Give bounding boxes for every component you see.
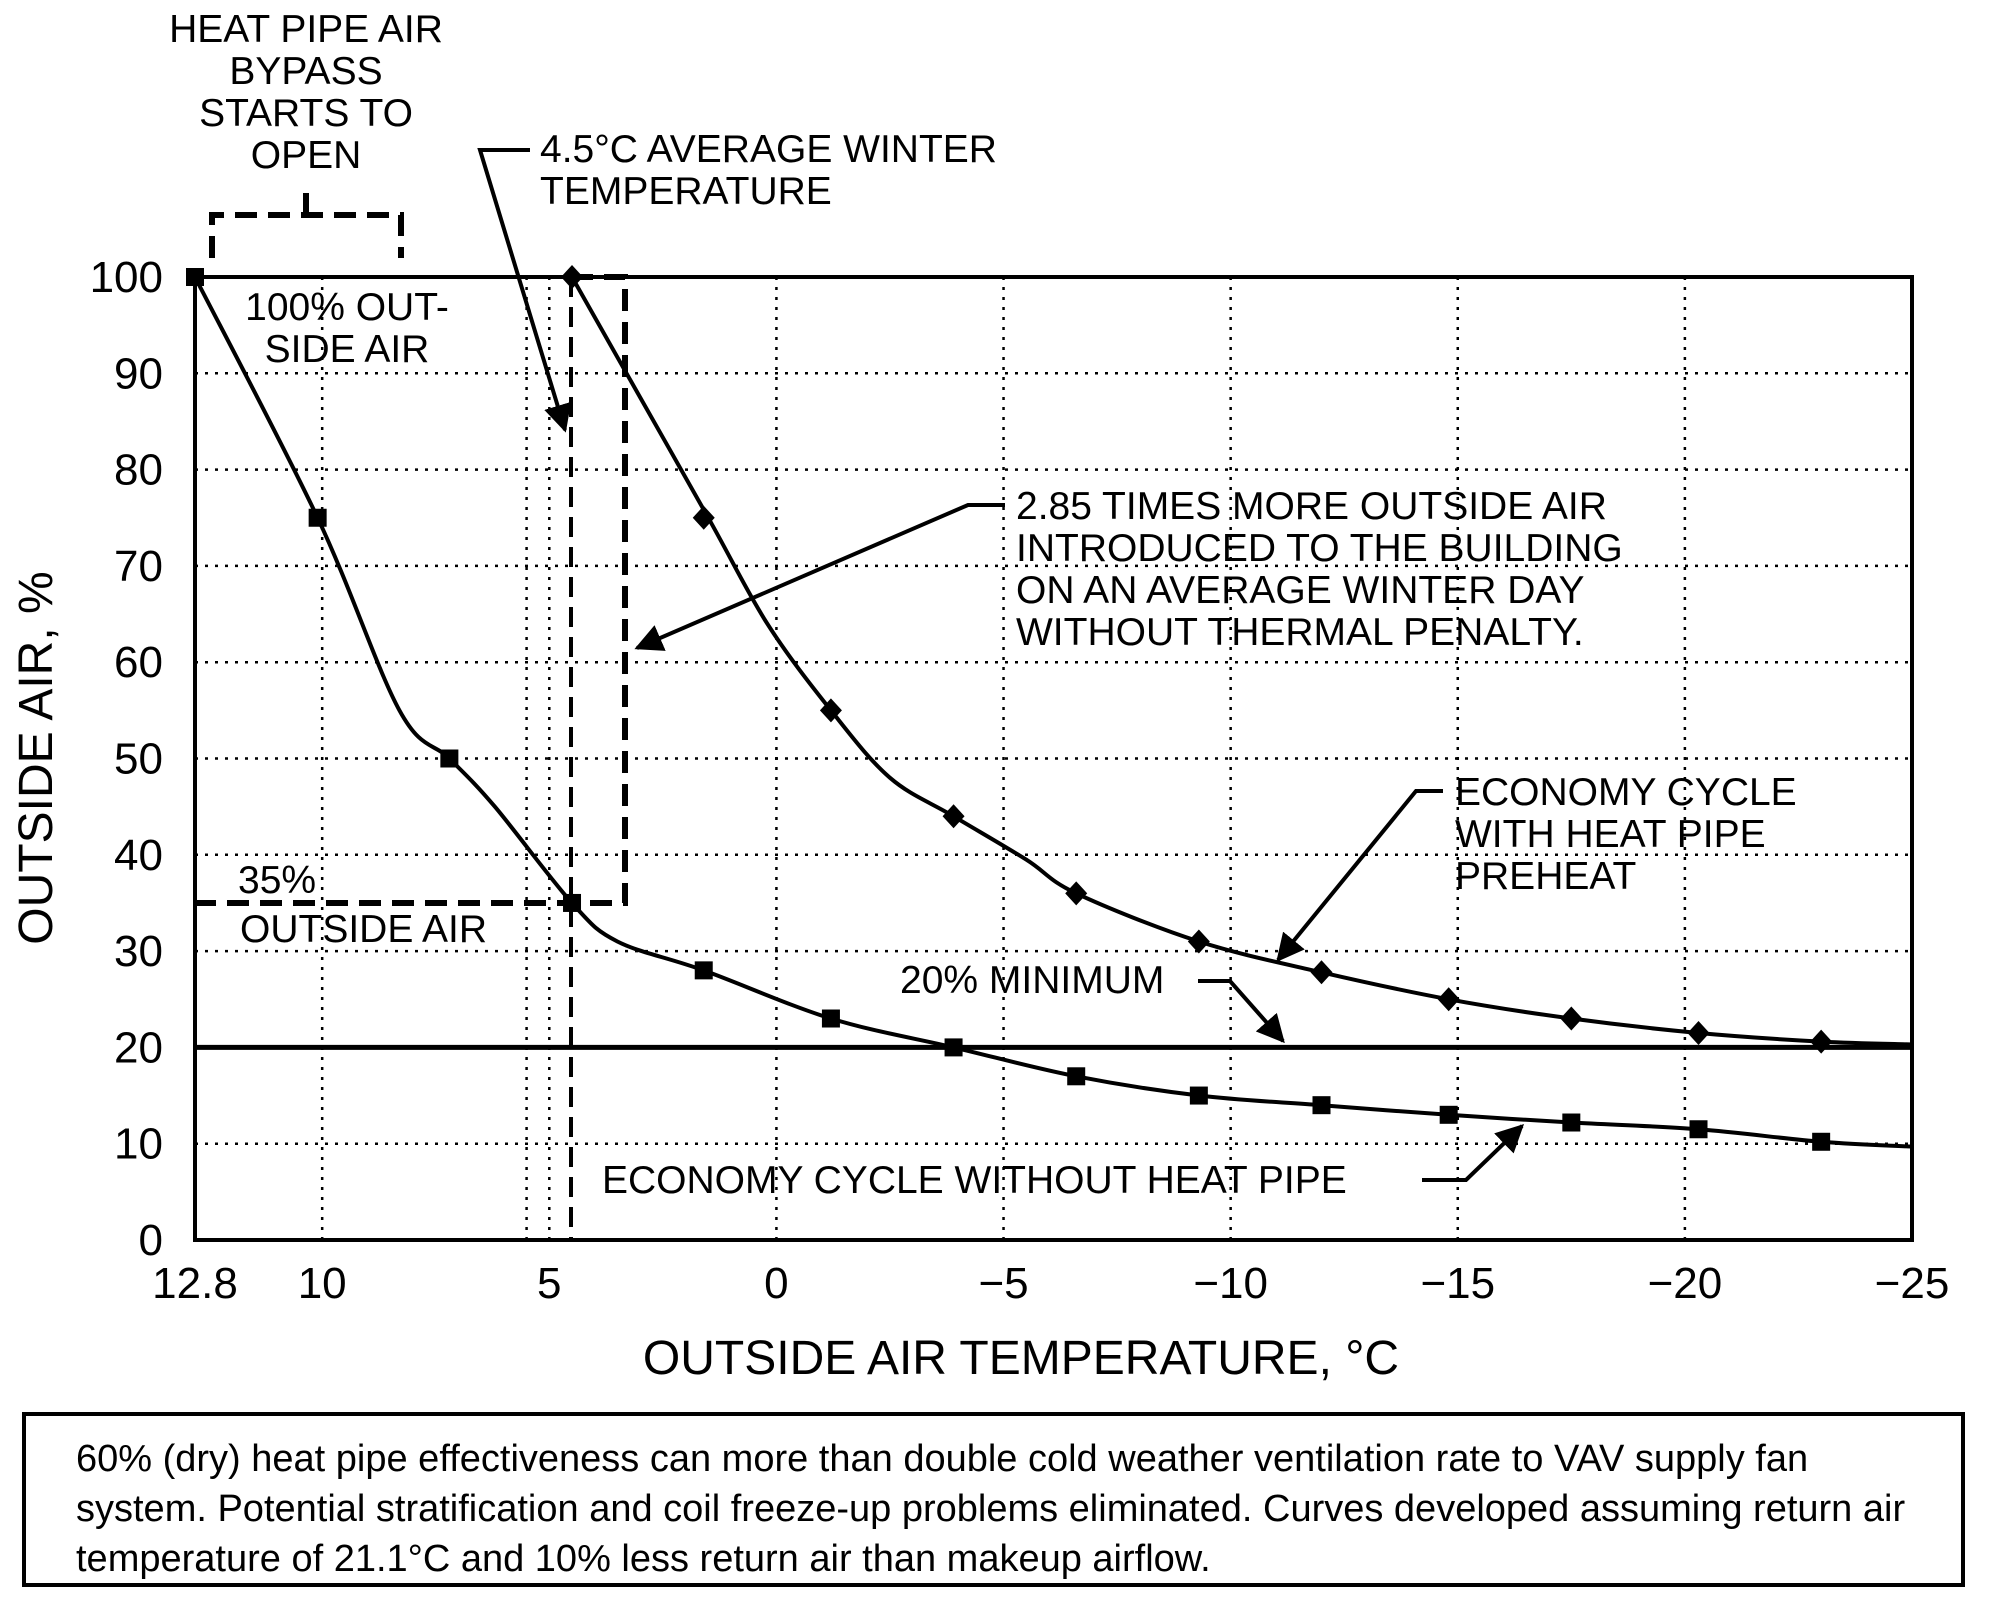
series-lines [193,276,1913,1149]
data-point-economy-cycle-without-heat-pipe [1812,1132,1831,1151]
heat-pipe-region [195,274,628,906]
data-point-economy-cycle-with-heat-pipe-preheat [1187,929,1210,954]
y-tick-label: 50 [114,735,163,784]
annotation-econ-with: ECONOMY CYCLE WITH HEAT PIPE PREHEAT [1455,771,1797,898]
y-tick-label: 70 [114,542,163,591]
svg-text:WITH HEAT PIPE: WITH HEAT PIPE [1455,813,1766,856]
y-tick-label: 90 [114,349,163,398]
data-point-economy-cycle-without-heat-pipe [1562,1113,1581,1132]
svg-text:OPEN: OPEN [251,134,362,177]
data-point-economy-cycle-without-heat-pipe [440,749,459,768]
caption-text: 60% (dry) heat pipe effectiveness can mo… [76,1438,1906,1580]
annotation-bypass: HEAT PIPE AIR BYPASS STARTS TO OPEN [169,8,443,177]
x-tick-label: 0 [764,1259,788,1308]
data-point-economy-cycle-with-heat-pipe-preheat [942,804,965,829]
x-tick-label: 10 [298,1259,347,1308]
annotation-outside-100: 100% OUT- SIDE AIR [245,286,449,371]
data-point-economy-cycle-without-heat-pipe [944,1038,963,1057]
svg-text:PREHEAT: PREHEAT [1455,855,1636,898]
arrow-econ-with [1276,789,1443,963]
data-point-economy-cycle-with-heat-pipe-preheat [692,505,715,530]
data-point-economy-cycle-without-heat-pipe [694,961,713,980]
x-tick-label: −20 [1648,1259,1723,1308]
annotation-avg-winter: 4.5°C AVERAGE WINTER TEMPERATURE [540,128,997,213]
arrow-avg-winter [477,148,572,433]
svg-text:TEMPERATURE: TEMPERATURE [540,170,832,213]
annotation-outside-35: 35% OUTSIDE AIR [238,859,487,951]
y-tick-label: 100 [90,253,163,302]
series-line-economy-cycle-without-heat-pipe [193,276,1913,1149]
grid [195,277,1912,1240]
svg-text:INTRODUCED TO THE BUILDING: INTRODUCED TO THE BUILDING [1016,527,1623,570]
x-tick-label: 12.8 [152,1259,238,1308]
plot-frame [193,275,1914,1242]
x-axis-title: OUTSIDE AIR TEMPERATURE, °C [643,1332,1399,1385]
x-tick-label: −10 [1193,1259,1268,1308]
y-tick-label: 10 [114,1120,163,1169]
svg-text:4.5°C AVERAGE WINTER: 4.5°C AVERAGE WINTER [540,128,997,171]
y-tick-label: 60 [114,638,163,687]
data-point-economy-cycle-with-heat-pipe-preheat [1310,960,1333,985]
data-point-economy-cycle-without-heat-pipe [308,508,327,527]
svg-text:WITHOUT THERMAL PENALTY.: WITHOUT THERMAL PENALTY. [1016,611,1584,654]
y-tick-label: 0 [139,1216,163,1265]
annotation-times-more: 2.85 TIMES MORE OUTSIDE AIR INTRODUCED T… [1016,485,1623,654]
data-point-economy-cycle-without-heat-pipe [821,1009,840,1028]
svg-text:ON AN AVERAGE WINTER DAY: ON AN AVERAGE WINTER DAY [1016,569,1585,612]
series-line-economy-cycle-with-heat-pipe-preheat [570,276,1913,1047]
y-tick-label: 40 [114,831,163,880]
caption-box: 60% (dry) heat pipe effectiveness can mo… [22,1412,1965,1587]
svg-text:BYPASS: BYPASS [229,50,382,93]
svg-text:SIDE AIR: SIDE AIR [265,328,430,371]
y-tick-labels: 0 10 20 30 40 50 60 70 80 90 100 [90,253,163,1265]
y-tick-label: 30 [114,927,163,976]
annotation-minimum: 20% MINIMUM [900,959,1164,1002]
data-point-economy-cycle-with-heat-pipe-preheat [1065,881,1088,906]
data-point-economy-cycle-with-heat-pipe-preheat [1437,987,1460,1012]
arrow-times-more [634,503,1005,651]
x-tick-labels: 12.8 10 5 0 −5 −10 −15 −20 −25 [152,1259,1949,1308]
data-point-economy-cycle-with-heat-pipe-preheat [819,698,842,723]
arrow-minimum [1198,979,1285,1044]
y-axis-title: OUTSIDE AIR, % [10,571,63,944]
svg-text:HEAT PIPE AIR: HEAT PIPE AIR [169,8,443,51]
data-point-economy-cycle-without-heat-pipe [1689,1120,1708,1139]
y-tick-label: 20 [114,1023,163,1072]
data-point-economy-cycle-without-heat-pipe [1067,1067,1086,1086]
x-tick-label: −15 [1420,1259,1495,1308]
bypass-bracket [209,193,404,258]
data-point-economy-cycle-without-heat-pipe [1189,1086,1208,1105]
series-markers [186,265,1833,1151]
svg-text:STARTS TO: STARTS TO [199,92,413,135]
x-tick-label: −25 [1875,1259,1950,1308]
data-point-economy-cycle-with-heat-pipe-preheat [1810,1029,1833,1054]
data-point-economy-cycle-without-heat-pipe [1312,1096,1331,1115]
chart: 12.8 10 5 0 −5 −10 −15 −20 −25 01020304050607080… [10,8,1949,1385]
x-tick-label: 5 [537,1259,561,1308]
data-point-economy-cycle-with-heat-pipe-preheat [1560,1006,1583,1031]
x-tick-label: −5 [978,1259,1028,1308]
y-tick-label: 80 [114,446,163,495]
annotation-econ-without: ECONOMY CYCLE WITHOUT HEAT PIPE [602,1159,1347,1202]
svg-text:OUTSIDE AIR: OUTSIDE AIR [240,908,487,951]
svg-text:2.85 TIMES MORE OUTSIDE AIR: 2.85 TIMES MORE OUTSIDE AIR [1016,485,1607,528]
arrow-econ-without [1422,1124,1525,1182]
data-point-economy-cycle-with-heat-pipe-preheat [1687,1020,1710,1045]
svg-text:ECONOMY CYCLE: ECONOMY CYCLE [1455,771,1797,814]
data-point-economy-cycle-without-heat-pipe [1439,1105,1458,1124]
svg-text:35%: 35% [238,859,316,902]
svg-text:100% OUT-: 100% OUT- [245,286,449,329]
